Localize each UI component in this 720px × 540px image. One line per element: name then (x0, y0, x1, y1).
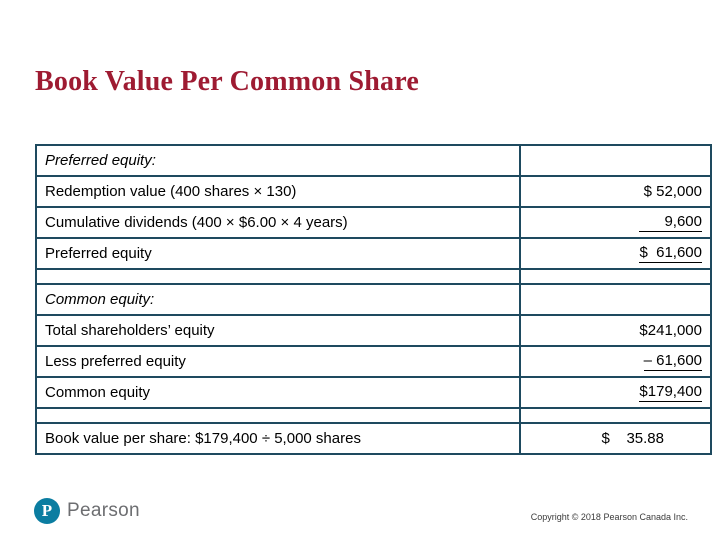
underlined-amount: – 61,600 (643, 352, 702, 371)
pearson-logo: P Pearson (34, 498, 140, 524)
row-value: $179,400 (519, 376, 712, 409)
row-label: Common equity: (35, 283, 521, 316)
table-row: Preferred equity $ 61,600 (35, 237, 712, 270)
table-row: Common equity $179,400 (35, 376, 712, 409)
underlined-amount: $179,400 (639, 383, 702, 402)
table-row: Common equity: (35, 283, 712, 316)
row-value: – 61,600 (519, 345, 712, 378)
row-value: 9,600 (519, 206, 712, 239)
row-label: Cumulative dividends (400 × $6.00 × 4 ye… (35, 206, 521, 239)
section-heading: Common equity: (45, 291, 155, 308)
table-row: Preferred equity: (35, 144, 712, 177)
row-value (519, 407, 712, 424)
table-row: Total shareholders’ equity $241,000 (35, 314, 712, 347)
brand-wordmark: Pearson (67, 500, 140, 521)
table-row: Book value per share: $179,400 ÷ 5,000 s… (35, 422, 712, 455)
row-value: $ 52,000 (519, 175, 712, 208)
table-row: Less preferred equity – 61,600 (35, 345, 712, 378)
row-value: $241,000 (519, 314, 712, 347)
row-label: Preferred equity (35, 237, 521, 270)
table-row: Cumulative dividends (400 × $6.00 × 4 ye… (35, 206, 712, 239)
underlined-amount: $ 61,600 (639, 244, 702, 263)
row-label: Preferred equity: (35, 144, 521, 177)
table-row: Redemption value (400 shares × 130) $ 52… (35, 175, 712, 208)
spacer-row (35, 407, 712, 424)
financial-table: Preferred equity: Redemption value (400 … (35, 144, 712, 455)
row-label: Less preferred equity (35, 345, 521, 378)
row-label: Redemption value (400 shares × 130) (35, 175, 521, 208)
row-label: Total shareholders’ equity (35, 314, 521, 347)
copyright-text: Copyright © 2018 Pearson Canada Inc. (530, 512, 688, 522)
row-value (519, 144, 712, 177)
section-heading: Preferred equity: (45, 152, 156, 169)
row-value (519, 283, 712, 316)
row-value: $ 61,600 (519, 237, 712, 270)
row-label: Common equity (35, 376, 521, 409)
underlined-amount: 9,600 (639, 213, 702, 232)
row-label: Book value per share: $179,400 ÷ 5,000 s… (35, 422, 521, 455)
pearson-logo-icon: P (34, 498, 60, 524)
page-title: Book Value Per Common Share (35, 66, 419, 97)
row-value: $ 35.88 (519, 422, 712, 455)
row-label (35, 407, 521, 424)
row-label (35, 268, 521, 285)
row-value (519, 268, 712, 285)
spacer-row (35, 268, 712, 285)
